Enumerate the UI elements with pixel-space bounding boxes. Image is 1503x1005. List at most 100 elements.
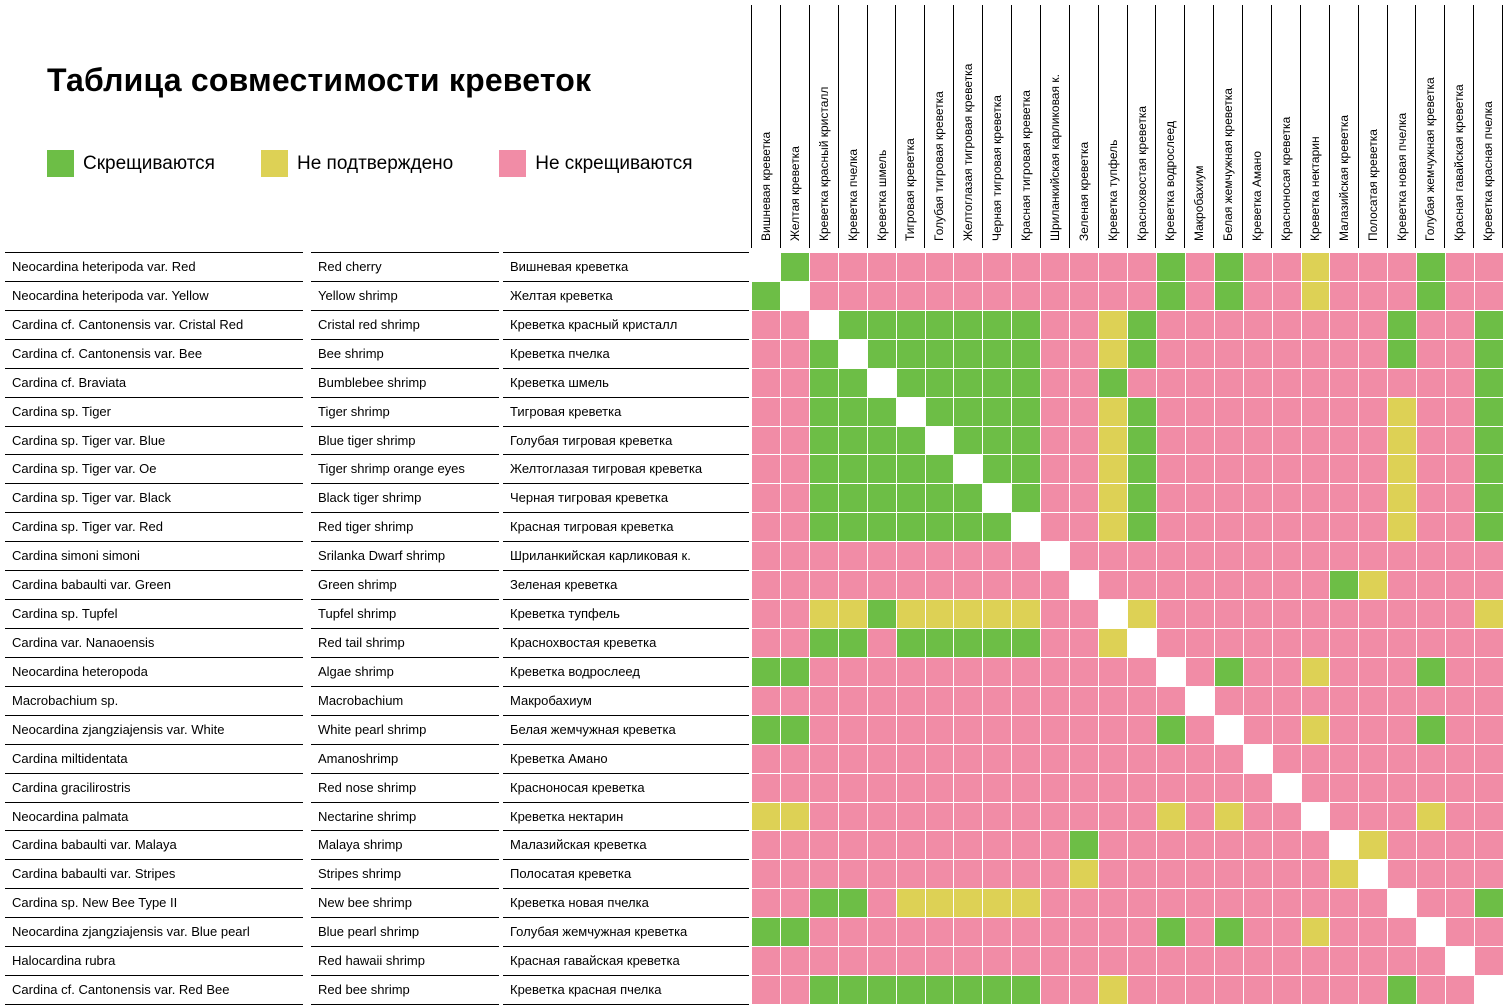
matrix-cell — [1272, 397, 1301, 426]
matrix-cell — [867, 744, 896, 773]
matrix-cell — [954, 976, 983, 1004]
matrix-cell — [1156, 310, 1185, 339]
matrix-cell — [1446, 657, 1475, 686]
matrix-cell — [1475, 600, 1503, 628]
matrix-cell — [780, 860, 809, 889]
matrix-cell — [1185, 513, 1214, 542]
matrix-cell — [1417, 542, 1446, 571]
matrix-cell — [1012, 715, 1041, 744]
matrix-cell — [838, 397, 867, 426]
matrix-cell — [838, 889, 867, 918]
matrix-cell — [1041, 368, 1070, 397]
matrix-cell — [1388, 715, 1417, 744]
english-name: Blue pearl shrimp — [311, 917, 499, 946]
matrix-cell — [896, 918, 925, 947]
matrix-cell — [1388, 657, 1417, 686]
matrix-cell — [1156, 947, 1185, 976]
matrix-cell — [1243, 571, 1272, 600]
matrix-cell — [1446, 831, 1475, 860]
matrix-cell — [867, 947, 896, 976]
matrix-cell — [954, 368, 983, 397]
matrix-diagonal-cell — [1417, 918, 1446, 947]
matrix-cell — [1070, 339, 1099, 368]
matrix-cell — [1301, 397, 1330, 426]
latin-name: Cardina cf. Braviata — [5, 367, 303, 397]
english-name: New bee shrimp — [311, 888, 499, 917]
matrix-cell — [1243, 628, 1272, 657]
latin-name: Cardina sp. Tiger var. Blue — [5, 425, 303, 455]
matrix-cell — [780, 484, 809, 513]
matrix-cell — [1330, 253, 1359, 281]
matrix-cell — [1475, 773, 1503, 802]
matrix-cell — [1330, 426, 1359, 455]
matrix-cell — [1446, 484, 1475, 513]
matrix-cell — [1041, 397, 1070, 426]
matrix-cell — [1041, 773, 1070, 802]
matrix-cell — [1214, 571, 1243, 600]
matrix-cell — [1475, 947, 1503, 976]
english-name: Tiger shrimp orange eyes — [311, 454, 499, 483]
matrix-cell — [752, 715, 780, 744]
matrix-cell — [1417, 513, 1446, 542]
matrix-cell — [1185, 889, 1214, 918]
matrix-cell — [1359, 426, 1388, 455]
matrix-cell — [809, 947, 838, 976]
matrix-cell — [1475, 455, 1503, 484]
matrix-cell — [1070, 281, 1099, 310]
matrix-cell — [867, 686, 896, 715]
matrix-cell — [780, 600, 809, 628]
matrix-cell — [1417, 484, 1446, 513]
matrix-cell — [1272, 657, 1301, 686]
matrix-cell — [925, 281, 954, 310]
matrix-cell — [1127, 947, 1156, 976]
column-header: Черная тигровая креветка — [982, 5, 1011, 248]
matrix-cell — [1156, 600, 1185, 628]
matrix-cell — [983, 253, 1012, 281]
matrix-cell — [1417, 281, 1446, 310]
russian-name: Креветка тупфель — [503, 599, 749, 628]
matrix-cell — [1070, 455, 1099, 484]
matrix-cell — [1330, 802, 1359, 831]
matrix-cell — [1214, 455, 1243, 484]
matrix-cell — [983, 513, 1012, 542]
matrix-cell — [1446, 281, 1475, 310]
latin-name: Neocardina heteropoda — [5, 656, 303, 686]
matrix-cell — [1012, 571, 1041, 600]
matrix-cell — [1185, 571, 1214, 600]
matrix-cell — [1214, 918, 1243, 947]
matrix-cell — [1214, 339, 1243, 368]
matrix-cell — [1099, 571, 1127, 600]
matrix-cell — [752, 744, 780, 773]
matrix-cell — [1156, 831, 1185, 860]
english-name: Red cherry — [311, 252, 499, 281]
matrix-cell — [954, 947, 983, 976]
matrix-cell — [752, 657, 780, 686]
matrix-cell — [1012, 773, 1041, 802]
matrix-cell — [925, 455, 954, 484]
matrix-cell — [1099, 686, 1127, 715]
column-header: Макробахиум — [1184, 5, 1213, 248]
latin-name: Cardina gracilirostris — [5, 772, 303, 802]
column-header-label: Тигровая креветка — [903, 138, 918, 241]
matrix-cell — [1243, 715, 1272, 744]
matrix-cell — [1475, 889, 1503, 918]
column-header: Вишневая креветка — [751, 5, 780, 248]
matrix-cell — [1272, 802, 1301, 831]
matrix-cell — [1156, 802, 1185, 831]
matrix-cell — [896, 860, 925, 889]
matrix-cell — [1127, 368, 1156, 397]
matrix-cell — [1417, 310, 1446, 339]
english-name: Green shrimp — [311, 570, 499, 599]
column-header: Креветка красный кристалл — [808, 5, 838, 248]
matrix-cell — [1330, 628, 1359, 657]
russian-name: Малазийская креветка — [503, 830, 749, 859]
matrix-cell — [1099, 802, 1127, 831]
matrix-cell — [752, 918, 780, 947]
matrix-cell — [896, 657, 925, 686]
matrix-cell — [780, 339, 809, 368]
english-name: Red tail shrimp — [311, 627, 499, 657]
matrix-cell — [752, 600, 780, 628]
matrix-cell — [780, 455, 809, 484]
matrix-cell — [1214, 976, 1243, 1004]
matrix-cell — [867, 715, 896, 744]
